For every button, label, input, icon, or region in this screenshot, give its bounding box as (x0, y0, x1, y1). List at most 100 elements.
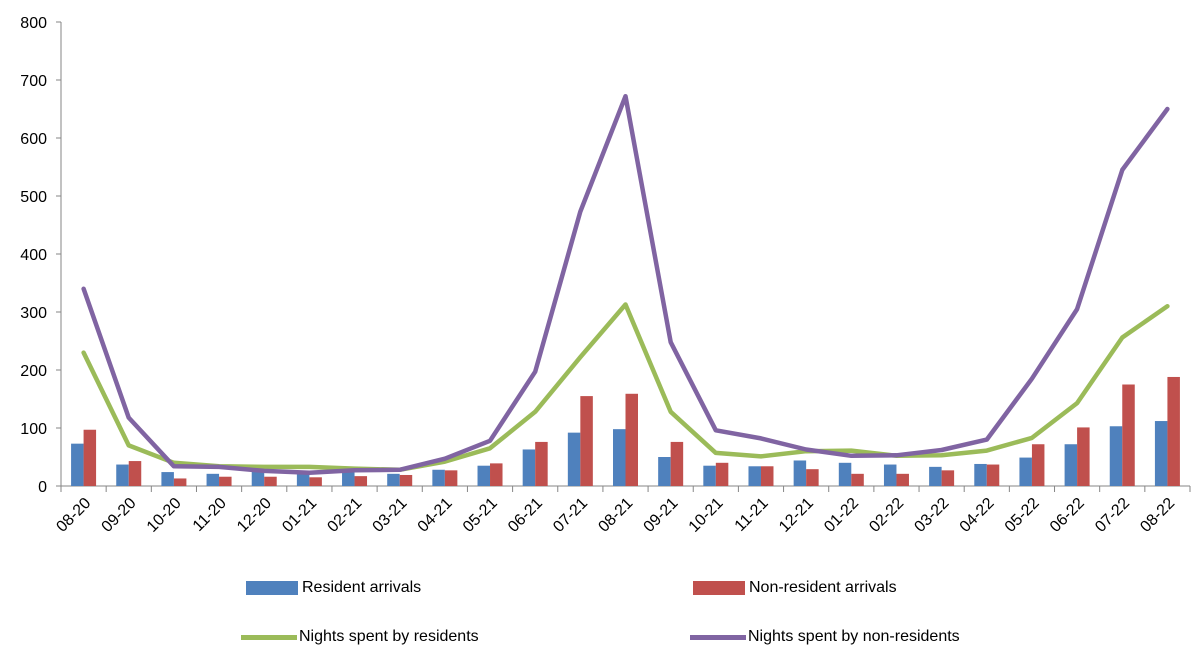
bar-resident-arrivals (387, 473, 400, 486)
bar-resident-arrivals (1019, 457, 1032, 486)
legend-label-nights-residents: Nights spent by residents (299, 628, 479, 645)
line-nights-non-residents (81, 93, 1170, 475)
y-tick-label: 0 (38, 479, 47, 496)
x-tick-label: 11-21 (732, 495, 772, 535)
bar-resident-arrivals (748, 466, 761, 486)
x-tick-label: 04-21 (415, 495, 456, 536)
bar-non-resident-arrivals (670, 441, 684, 486)
bar-non-resident-arrivals (173, 478, 187, 486)
x-tick-label: 08-22 (1137, 495, 1178, 536)
line-nights-residents (81, 302, 1170, 473)
x-tick-label: 04-22 (957, 495, 998, 536)
x-tick-label: 08-21 (595, 495, 636, 536)
legend-label-non-resident-arrivals: Non-resident arrivals (749, 579, 897, 596)
x-tick-label: 02-21 (324, 495, 365, 536)
y-tick-label: 400 (20, 247, 47, 264)
bar-resident-arrivals (477, 465, 491, 486)
legend-swatch-resident-arrivals (246, 581, 298, 595)
bar-non-resident-arrivals (715, 462, 729, 486)
x-tick-label: 12-21 (776, 495, 817, 536)
x-tick-label: 03-22 (911, 495, 952, 536)
legend-item-nights-residents: Nights spent by residents (241, 628, 479, 646)
legend: Resident arrivals Non-resident arrivals … (0, 570, 1204, 649)
x-tick-label: 10-20 (144, 495, 185, 536)
bar-resident-arrivals (929, 466, 942, 486)
bar-non-resident-arrivals (941, 470, 955, 486)
x-tick-label: 07-22 (1092, 495, 1133, 536)
x-tick-label: 07-21 (550, 495, 591, 536)
legend-swatch-nights-residents (241, 634, 297, 640)
bar-non-resident-arrivals (309, 477, 322, 486)
axes (56, 21, 1191, 492)
bar-resident-arrivals (1064, 444, 1078, 486)
bar-resident-arrivals (1109, 426, 1123, 486)
x-tick-label: 03-21 (370, 495, 411, 536)
legend-swatch-nights-non-residents (690, 634, 746, 640)
x-tick-label: 08-20 (53, 495, 94, 536)
bar-non-resident-arrivals (806, 469, 819, 486)
bar-resident-arrivals (116, 464, 129, 486)
bar-non-resident-arrivals (1167, 376, 1180, 486)
bar-non-resident-arrivals (535, 441, 548, 486)
bar-non-resident-arrivals (760, 466, 774, 486)
bar-non-resident-arrivals (1077, 427, 1090, 486)
x-tick-label: 11-20 (190, 495, 230, 535)
legend-label-nights-non-residents: Nights spent by non-residents (748, 628, 960, 645)
y-tick-label: 500 (20, 189, 47, 206)
bar-resident-arrivals (793, 460, 807, 486)
x-tick-label: 10-21 (686, 495, 727, 536)
bar-non-resident-arrivals (83, 429, 97, 486)
bar-resident-arrivals (567, 432, 581, 486)
bar-resident-arrivals (342, 471, 355, 486)
legend-swatch-non-resident-arrivals (693, 581, 745, 595)
bar-non-resident-arrivals (1031, 444, 1045, 486)
bar-resident-arrivals (1154, 421, 1168, 486)
bar-resident-arrivals (71, 443, 84, 486)
legend-item-nights-non-residents: Nights spent by non-residents (690, 628, 960, 646)
legend-item-non-resident-arrivals: Non-resident arrivals (693, 579, 897, 597)
x-tick-label: 06-22 (1047, 495, 1088, 536)
bar-non-resident-arrivals (490, 463, 503, 486)
bar-non-resident-arrivals (444, 470, 458, 486)
chart: 0 100 200 300 400 500 600 700 800 08-20 09-20 10-20… (20, 15, 1191, 536)
bar-resident-arrivals (703, 465, 716, 486)
y-tick-label: 200 (20, 363, 47, 380)
bar-non-resident-arrivals (219, 476, 232, 486)
x-tick-label: 05-21 (460, 495, 501, 536)
y-tick-label: 700 (20, 73, 47, 90)
bars (71, 376, 1180, 486)
bar-non-resident-arrivals (399, 474, 413, 486)
x-tick-label: 12-20 (234, 495, 275, 536)
x-tick-label: 01-21 (279, 495, 320, 536)
y-tick-label: 600 (20, 131, 47, 148)
bar-non-resident-arrivals (986, 464, 1000, 486)
bar-resident-arrivals (613, 429, 626, 486)
bar-non-resident-arrivals (354, 476, 368, 486)
bar-resident-arrivals (974, 463, 987, 486)
legend-label-resident-arrivals: Resident arrivals (302, 579, 422, 596)
legend-item-resident-arrivals: Resident arrivals (246, 579, 421, 597)
y-tick-label: 800 (20, 15, 47, 32)
bar-resident-arrivals (838, 462, 852, 486)
bar-resident-arrivals (432, 469, 445, 486)
x-tick-label: 02-22 (866, 495, 907, 536)
bar-resident-arrivals (161, 472, 174, 486)
y-tick-label: 300 (20, 305, 47, 322)
x-tick-label: 06-21 (505, 495, 546, 536)
bar-resident-arrivals (206, 473, 220, 486)
bar-non-resident-arrivals (580, 396, 593, 486)
bar-non-resident-arrivals (851, 473, 864, 486)
tick-labels: 0 100 200 300 400 500 600 700 800 08-20 09-20 10-20… (20, 15, 1178, 536)
bar-non-resident-arrivals (1122, 384, 1135, 486)
bar-resident-arrivals (658, 457, 671, 486)
bar-resident-arrivals (522, 449, 536, 486)
x-tick-label: 09-20 (99, 495, 140, 536)
bar-non-resident-arrivals (128, 461, 142, 486)
bar-non-resident-arrivals (625, 393, 638, 486)
y-tick-label: 100 (20, 421, 47, 438)
x-tick-label: 01-22 (821, 495, 862, 536)
bar-non-resident-arrivals (896, 473, 909, 486)
bar-non-resident-arrivals (264, 476, 277, 486)
bar-resident-arrivals (296, 471, 310, 486)
x-tick-label: 09-21 (641, 495, 682, 536)
